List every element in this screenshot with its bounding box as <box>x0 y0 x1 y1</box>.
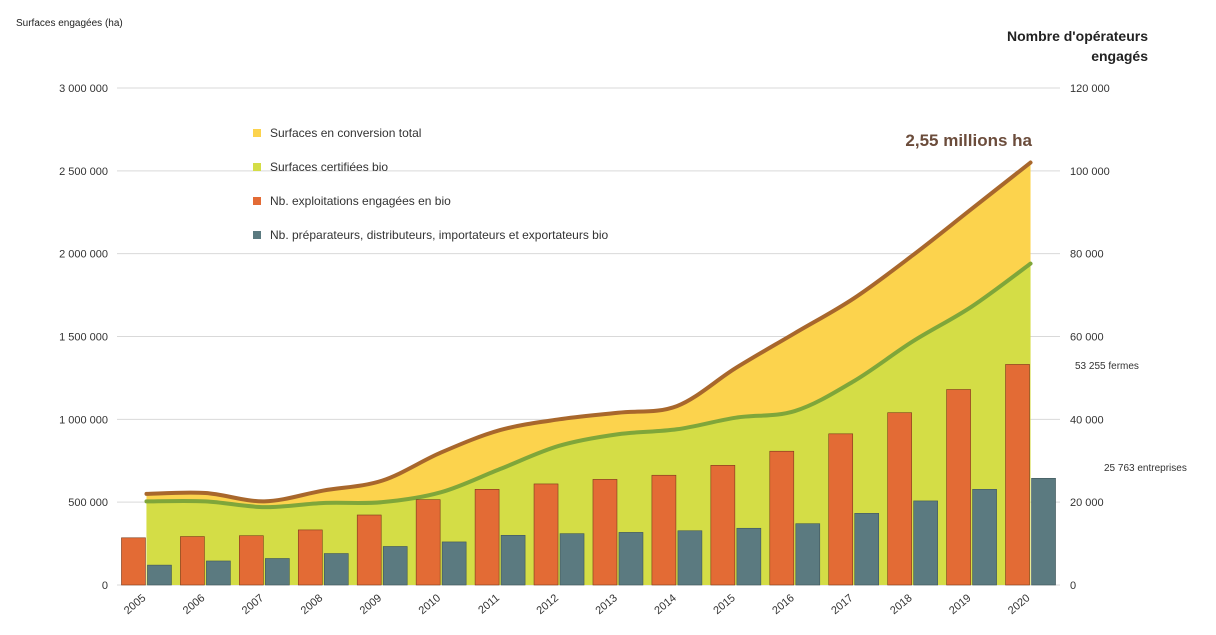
y-right-tick-label: 40 000 <box>1070 414 1104 426</box>
annotation-operators: 25 763 entreprises <box>1104 463 1187 474</box>
y-left-tick-label: 2 000 000 <box>59 249 108 261</box>
bar-farms <box>297 529 323 586</box>
bar-farms <box>356 514 382 586</box>
bar-farms <box>415 499 441 586</box>
x-tick-label: 2009 <box>358 592 384 617</box>
legend-swatch <box>253 163 261 171</box>
bar-farms <box>946 389 971 586</box>
x-tick-label: 2017 <box>829 592 855 617</box>
bar-series <box>121 364 1056 586</box>
x-tick-label: 2013 <box>593 592 619 617</box>
legend-swatch <box>253 231 261 239</box>
x-tick-label: 2016 <box>770 592 796 617</box>
y-left-tick-label: 2 500 000 <box>59 166 108 178</box>
bar-operators <box>441 541 467 586</box>
x-tick-label: 2007 <box>240 592 266 617</box>
annotations: 2,55 millions ha 53 255 fermes 25 763 entr… <box>905 131 1186 474</box>
x-tick-label: 2018 <box>888 592 914 617</box>
bar-operators <box>854 513 880 586</box>
x-tick-label: 2010 <box>417 592 443 617</box>
bar-operators <box>972 489 997 586</box>
line-conversion-total <box>144 160 1033 504</box>
bar-farms <box>710 465 736 586</box>
legend-swatch <box>253 129 261 137</box>
x-tick-label: 2015 <box>711 592 737 617</box>
legend-swatch <box>253 197 261 205</box>
bar-operators <box>147 564 172 586</box>
line-certified <box>144 261 1033 510</box>
x-tick-label: 2014 <box>652 592 678 617</box>
annotation-farms: 53 255 fermes <box>1075 361 1139 372</box>
x-tick-label: 2008 <box>299 592 325 617</box>
bar-farms <box>828 433 854 586</box>
bar-farms <box>180 536 205 586</box>
y-right-tick-label: 20 000 <box>1070 497 1104 509</box>
legend-label: Nb. préparateurs, distributeurs, importa… <box>270 228 608 242</box>
bar-operators <box>559 533 585 586</box>
bar-operators <box>795 523 821 586</box>
right-axis-title-line2: engagés <box>1091 48 1148 64</box>
bar-operators <box>1031 477 1056 586</box>
bar-farms <box>1005 364 1030 586</box>
y-left-tick-label: 1 000 000 <box>59 414 108 426</box>
y-left-tick-label: 3 000 000 <box>59 83 108 95</box>
bar-operators <box>677 530 703 586</box>
bar-farms <box>769 450 795 586</box>
legend: Surfaces en conversion total Surfaces cer… <box>253 126 608 242</box>
y-right-tick-label: 0 <box>1070 580 1076 592</box>
y-left-tick-label: 500 000 <box>68 497 108 509</box>
bar-farms <box>887 412 912 586</box>
area-series <box>144 160 1033 586</box>
x-tick-label: 2006 <box>181 592 207 617</box>
legend-label: Surfaces certifiées bio <box>270 160 388 174</box>
bar-operators <box>206 560 231 586</box>
bar-operators <box>323 553 349 586</box>
bar-operators <box>618 532 644 586</box>
bar-farms <box>592 479 618 586</box>
x-tick-label: 2020 <box>1006 592 1032 617</box>
y-right-tick-label: 100 000 <box>1070 166 1110 178</box>
x-tick-label: 2011 <box>476 592 502 616</box>
bar-farms <box>239 535 264 586</box>
bar-operators <box>265 558 290 586</box>
bar-operators <box>500 534 526 586</box>
bar-farms <box>474 489 500 586</box>
x-tick-label: 2012 <box>534 592 560 617</box>
right-axis-title-line1: Nombre d'opérateurs <box>1006 28 1148 44</box>
bar-operators <box>736 527 762 586</box>
bar-farms <box>121 537 146 586</box>
legend-label: Surfaces en conversion total <box>270 126 421 140</box>
y-right-tick-label: 80 000 <box>1070 249 1104 261</box>
bar-farms <box>533 483 559 586</box>
x-tick-label: 2005 <box>122 592 148 617</box>
annotation-total: 2,55 millions ha <box>905 131 1032 150</box>
left-axis-title: Surfaces engagées (ha) <box>16 18 123 29</box>
y-left-tick-label: 0 <box>102 580 108 592</box>
y-left-tick-label: 1 500 000 <box>59 332 108 344</box>
bar-operators <box>913 500 938 586</box>
legend-label: Nb. exploitations engagées en bio <box>270 194 451 208</box>
x-tick-label: 2019 <box>947 592 973 617</box>
y-right-tick-label: 60 000 <box>1070 332 1104 344</box>
bar-farms <box>651 474 677 586</box>
right-axis-title: Nombre d'opérateurs engagés <box>948 26 1148 66</box>
y-right-tick-label: 120 000 <box>1070 83 1110 95</box>
bar-operators <box>382 546 408 586</box>
